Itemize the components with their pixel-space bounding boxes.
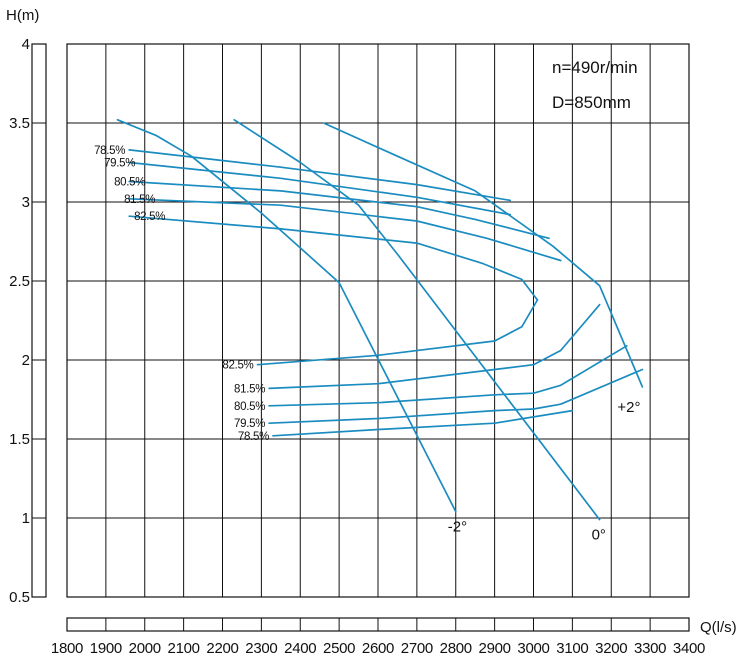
efficiency-label-lower: 82.5% [222,360,253,372]
x-tick-label: 2300 [245,640,277,657]
y-tick-label: 3.5 [9,115,30,132]
x-tick-labels: 1800 1900 2000 2100 2200 2300 2400 2500 2600 2700… [51,640,705,657]
efficiency-contour-upper [128,149,512,202]
efficiency-label-upper: 78.5% [94,145,125,157]
x-tick-label: 1800 [51,640,83,657]
x-tick-label: 2500 [323,640,355,657]
x-tick-label: 2600 [362,640,394,657]
y-tick-label: 1 [22,510,30,527]
efficiency-contour-upper [128,215,539,301]
blade-angle-label: +2° [617,399,640,416]
x-tick-label: 2200 [206,640,238,657]
y-tick-label: 2 [22,352,30,369]
y-tick-label: 3 [22,194,30,211]
x-tick-label: 2700 [401,640,433,657]
x-tick-label: 3300 [634,640,666,657]
efficiency-contour-upper [128,161,512,216]
efficiency-contour-lower [268,368,644,425]
efficiency-label-lower: 78.5% [238,431,269,443]
blade-angle-curve [233,118,601,521]
blade-angle-label: -2° [448,519,467,536]
grid-lines [32,43,690,631]
plot-frame [66,43,690,598]
y-tick-labels: 4 3.5 3 2.5 2 1.5 1 0.5 [9,36,30,606]
speed-annotation: n=490r/min [552,58,638,77]
efficiency-contour-lower [272,409,574,437]
efficiency-label-lower: 81.5% [234,383,265,395]
y-tick-label: 4 [22,36,30,53]
x-tick-label: 3000 [517,640,549,657]
x-tick-label: 2000 [129,640,161,657]
curves [116,118,644,521]
y-tick-label: 2.5 [9,273,30,290]
x-tick-label: 3200 [595,640,627,657]
efficiency-label-lower: 79.5% [234,418,265,430]
efficiency-contour-lower [268,344,628,407]
y-axis-strip [31,43,47,598]
x-tick-label: 3400 [673,640,705,657]
curve-labels: -2° 0°+2°78.5%78.5%79.5%79.5%80.5%80.5%81… [94,145,640,544]
y-tick-label: 1.5 [9,431,30,448]
efficiency-label-upper: 79.5% [104,158,135,170]
x-tick-label: 2800 [440,640,472,657]
efficiency-label-upper: 80.5% [114,176,145,188]
y-axis-label: H(m) [6,7,39,24]
efficiency-contour-upper [128,197,562,262]
x-axis-strip [66,617,690,632]
efficiency-label-lower: 80.5% [234,401,265,413]
x-axis-label: Q(l/s) [700,619,737,636]
efficiency-label-upper: 81.5% [124,194,155,206]
x-tick-label: 2900 [479,640,511,657]
x-tick-label: 2400 [284,640,316,657]
x-tick-label: 2100 [168,640,200,657]
blade-angle-curve [322,122,644,388]
x-tick-label: 3100 [556,640,588,657]
efficiency-contour-lower [268,303,601,390]
blade-angle-label: 0° [592,527,606,544]
y-tick-label: 0.5 [9,589,30,606]
efficiency-contour-upper [128,180,550,240]
efficiency-contour-lower [256,299,539,366]
diameter-annotation: D=850mm [552,93,631,112]
blade-angle-curve [116,118,457,513]
efficiency-label-upper: 82.5% [134,211,165,223]
x-tick-label: 1900 [90,640,122,657]
